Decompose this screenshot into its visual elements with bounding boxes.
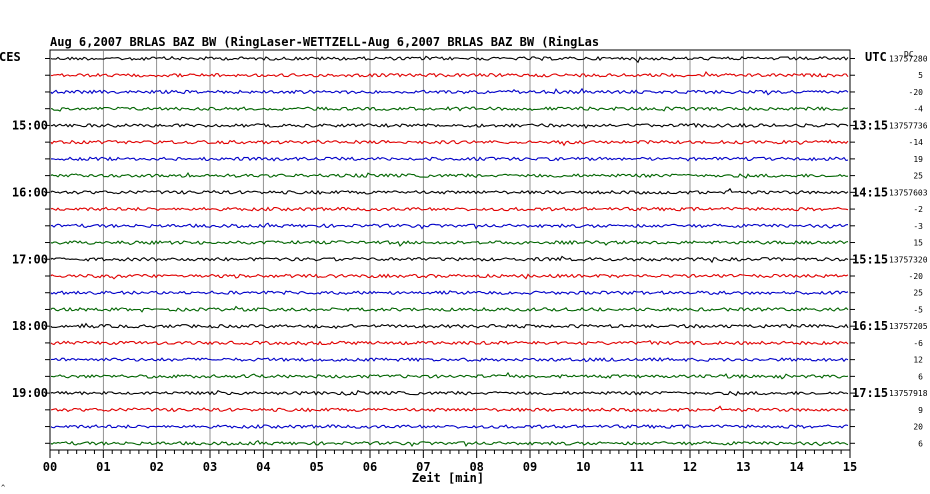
trace-line	[50, 339, 849, 346]
trace-line	[50, 70, 849, 78]
trace-line	[50, 439, 849, 447]
corner-mark: ^	[1, 484, 5, 492]
x-tick-label: 02	[149, 460, 163, 474]
dc-offset-label: 20	[913, 423, 923, 432]
x-tick-label: 04	[256, 460, 270, 474]
utc-time-label: 14:15	[852, 185, 888, 199]
dc-offset-label: -20	[909, 272, 924, 281]
dc-offset-label: 6	[918, 439, 923, 448]
trace-line	[50, 305, 849, 313]
dc-offset-label: 12	[913, 356, 923, 365]
trace-line	[51, 106, 849, 112]
x-tick-label: 00	[43, 460, 57, 474]
ces-axis-label: CES	[0, 50, 21, 64]
trace-line	[50, 273, 849, 280]
dc-offset-label: 13757280	[889, 55, 928, 64]
x-tick-label: 12	[683, 460, 697, 474]
utc-time-label: 13:15	[852, 118, 888, 132]
dc-offset-label: 9	[918, 406, 923, 415]
chart-labels: 00 01 02 03 04 05 06 07 08 09 10 11 12 13 14 15 13757280…	[12, 55, 928, 475]
dc-offset-label: -4	[913, 105, 923, 114]
trace-line	[50, 255, 849, 264]
trace-line	[50, 139, 849, 147]
dc-offset-label: 13757736	[889, 121, 928, 130]
trace-line	[50, 206, 849, 212]
ces-hour-label: 16:00	[12, 185, 48, 199]
chart-title: Aug 6,2007 BRLAS BAZ BW (RingLaser-WETTZ…	[50, 35, 599, 49]
trace-line	[50, 172, 849, 179]
trace-line	[50, 87, 849, 96]
seismic-traces	[50, 55, 849, 447]
x-tick-label: 01	[96, 460, 110, 474]
utc-time-label: 16:15	[852, 319, 888, 333]
dc-offset-label: -6	[913, 339, 923, 348]
trace-line	[50, 156, 849, 162]
utc-axis-label: UTC	[865, 50, 887, 64]
dc-offset-label: 5	[918, 71, 923, 80]
dc-offset-label: 15	[913, 239, 923, 248]
ces-hour-label: 17:00	[12, 252, 48, 266]
ces-hour-label: 15:00	[12, 118, 48, 132]
x-tick-label: 15	[843, 460, 857, 474]
dc-offset-label: -2	[913, 205, 923, 214]
x-axis-label: Zeit [min]	[412, 471, 484, 485]
x-tick-label: 06	[363, 460, 377, 474]
dc-units-label: DC	[904, 50, 914, 59]
trace-line	[50, 357, 849, 363]
trace-line	[50, 423, 849, 430]
trace-line	[50, 55, 849, 64]
ces-hour-label: 18:00	[12, 319, 48, 333]
dc-offset-label: 25	[913, 289, 923, 298]
dc-offset-label: 25	[913, 172, 923, 181]
dc-offset-label: -20	[909, 88, 924, 97]
trace-line	[50, 405, 849, 413]
x-tick-label: 07	[416, 460, 430, 474]
ces-hour-label: 19:00	[12, 386, 48, 400]
dc-offset-label: 13757320	[889, 255, 928, 264]
trace-line	[50, 290, 849, 296]
chart-grid	[45, 49, 855, 458]
trace-line	[50, 389, 849, 397]
trace-line	[51, 371, 849, 380]
x-tick-label: 05	[309, 460, 323, 474]
x-tick-label: 08	[469, 460, 483, 474]
x-tick-label: 14	[789, 460, 803, 474]
dc-offset-label: 19	[913, 155, 923, 164]
trace-line	[50, 322, 849, 330]
dc-offset-label: -14	[909, 138, 924, 147]
x-tick-label: 13	[736, 460, 750, 474]
dc-offset-label: 13757918	[889, 389, 928, 398]
trace-line	[50, 187, 849, 195]
trace-line	[50, 122, 849, 130]
x-tick-label: 10	[576, 460, 590, 474]
utc-time-label: 15:15	[852, 252, 888, 266]
trace-line	[50, 222, 849, 230]
dc-offset-label: -5	[913, 305, 923, 314]
x-tick-label: 11	[629, 460, 643, 474]
x-tick-label: 03	[203, 460, 217, 474]
dc-offset-label: -3	[913, 222, 923, 231]
x-tick-label: 09	[523, 460, 537, 474]
dc-offset-label: 13757205	[889, 322, 928, 331]
trace-line	[50, 240, 849, 247]
dc-offset-label: 13757603	[889, 188, 928, 197]
dc-offset-label: 6	[918, 372, 923, 381]
utc-time-label: 17:15	[852, 386, 888, 400]
